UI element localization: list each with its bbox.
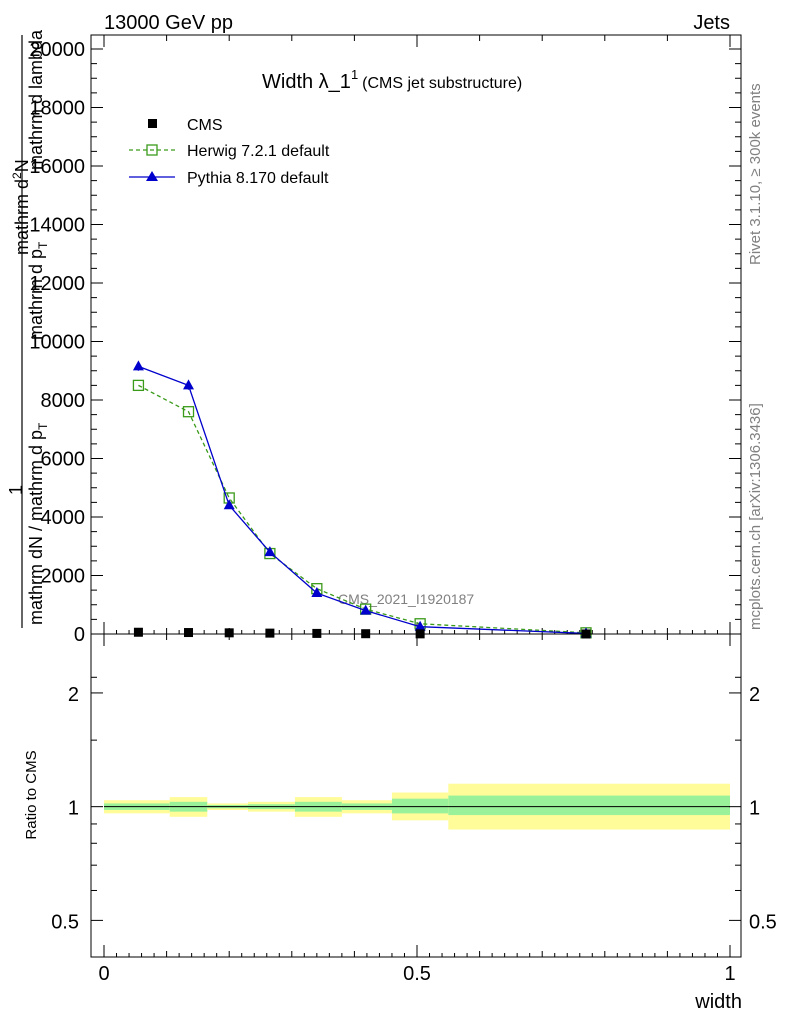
ratio-ytick-label-left: 0.5	[51, 911, 79, 933]
legend-pythia-marker	[146, 171, 158, 181]
ylabel-frac-one: 1	[6, 485, 26, 495]
main-ytick-label: 2000	[41, 566, 86, 588]
main-ytick-label: 18000	[29, 98, 85, 120]
pythia-point	[223, 499, 235, 510]
herwig-point	[182, 406, 195, 418]
main-ytick-label: 20000	[29, 39, 85, 61]
ratio-x-ticks: 0 0.5 1	[98, 634, 736, 985]
ylabel-numerator: mathrm d2N	[10, 159, 32, 255]
ratio-xtick-label: 0.5	[403, 963, 431, 985]
main-ytick-label: 16000	[29, 156, 85, 178]
pythia-point	[360, 604, 372, 615]
pythia-point	[414, 620, 426, 631]
main-ytick-label: 0	[74, 624, 85, 646]
herwig-point	[132, 379, 145, 392]
ratio-ytick-label-right: 1	[749, 798, 760, 820]
cms-point	[312, 628, 322, 638]
legend-herwig-label: Herwig 7.2.1 default	[187, 143, 330, 160]
pythia-point	[264, 546, 276, 557]
legend-pythia-label: Pythia 8.170 default	[187, 170, 329, 187]
main-ylabel: 1 mathrm dN / mathrm d pT mathrm d2N mat…	[6, 29, 50, 628]
header-left: 13000 GeV pp	[104, 12, 233, 34]
ratio-xtick-label: 0	[98, 963, 109, 985]
cms-point	[265, 628, 275, 638]
ratio-y-ticks: 0.5 0.5 1 1 2 2	[51, 676, 777, 933]
ratio-ytick-label-left: 1	[68, 798, 79, 820]
ratio-xtick-label: 1	[724, 963, 735, 985]
ratio-band-inner	[448, 795, 730, 816]
cms-point	[224, 628, 234, 638]
main-ytick-label: 10000	[29, 332, 85, 354]
ylabel-tail: mathrm d lambda	[26, 29, 46, 170]
header-right: Jets	[693, 12, 730, 34]
cms-point	[184, 628, 194, 638]
ratio-ylabel: Ratio to CMS	[23, 750, 40, 839]
main-y-ticks: 0 2000 4000 6000 8000 10000 12000 14000 16000 180…	[29, 39, 741, 646]
plot-title: Width λ_11(CMS jet substructure)	[262, 67, 522, 93]
x-axis-label: width	[694, 991, 742, 1013]
pythia-line	[138, 365, 587, 635]
analysis-watermark: CMS_2021_I1920187	[338, 591, 474, 607]
pythia-point	[311, 587, 323, 598]
ratio-panel-frame	[90, 633, 742, 958]
ratio-band-inner	[391, 798, 449, 814]
pythia-point	[132, 360, 144, 371]
herwig-line	[138, 384, 587, 634]
mcplots-label: mcplots.cern.ch [arXiv:1306.3436]	[747, 403, 764, 630]
pythia-point	[183, 379, 195, 390]
legend: CMS Herwig 7.2.1 default Pythia 8.170 de…	[129, 117, 330, 187]
ratio-ytick-label-right: 2	[749, 684, 760, 706]
rivet-label: Rivet 3.1.10, ≥ 300k events	[747, 83, 764, 265]
main-ytick-label: 8000	[41, 390, 86, 412]
ratio-ytick-label-left: 2	[68, 684, 79, 706]
legend-herwig-marker	[146, 144, 158, 156]
ylabel-denominator: mathrm dN / mathrm d pT	[26, 422, 50, 625]
cms-point	[133, 627, 143, 637]
main-ytick-label: 6000	[41, 449, 86, 471]
legend-cms-label: CMS	[187, 117, 223, 134]
main-ytick-label: 12000	[29, 273, 85, 295]
main-ytick-label: 4000	[41, 507, 86, 529]
main-x-ticks	[103, 35, 731, 634]
ylabel-mid: mathrm d pT	[26, 241, 50, 340]
legend-cms-marker	[148, 119, 157, 128]
ratio-ytick-label-right: 0.5	[749, 911, 777, 933]
main-ytick-label: 14000	[29, 215, 85, 237]
